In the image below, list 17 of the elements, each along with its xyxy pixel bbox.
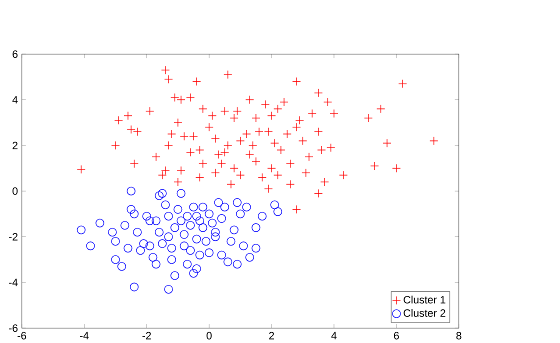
x-tick-label: -4: [80, 332, 89, 340]
y-tick-label: -6: [9, 324, 18, 332]
x-tick-label: 6: [394, 332, 399, 340]
x-tick-label: -6: [18, 332, 26, 340]
x-tick-label: 2: [269, 332, 274, 340]
x-tick-label: 0: [206, 332, 212, 340]
y-tick-label: 2: [12, 142, 18, 150]
legend-label: Cluster 2: [404, 309, 446, 317]
y-tick-label: 0: [12, 187, 18, 195]
legend-label: Cluster 1: [404, 296, 446, 304]
x-tick-label: -2: [142, 332, 151, 340]
y-tick-label: -4: [9, 278, 18, 286]
x-tick-label: 8: [456, 332, 462, 340]
y-tick-label: 6: [12, 50, 18, 58]
y-tick-label: 4: [12, 96, 18, 104]
x-tick-label: 4: [331, 332, 337, 340]
y-tick-label: -2: [9, 233, 18, 240]
